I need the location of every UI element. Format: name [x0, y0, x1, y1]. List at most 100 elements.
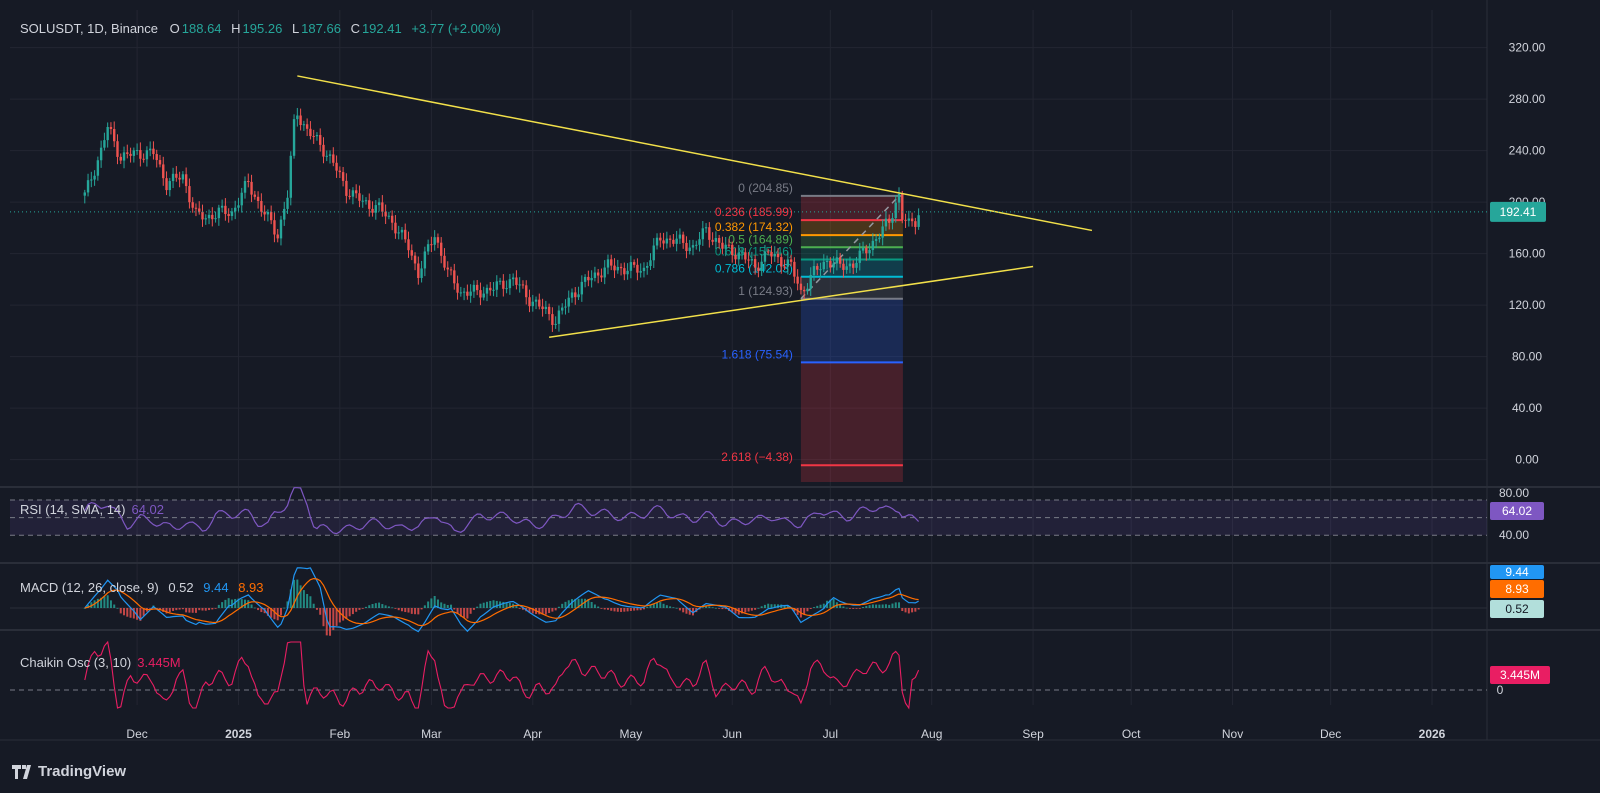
candle-body	[914, 221, 917, 227]
tradingview-logo-icon	[12, 764, 31, 779]
candle-body	[286, 197, 289, 209]
candle-body	[201, 211, 204, 220]
time-axis-label: Feb	[329, 727, 350, 741]
macd-line	[84, 567, 919, 633]
macd-histogram-bar	[208, 608, 211, 611]
time-axis-label: Aug	[921, 727, 942, 741]
tradingview-logo[interactable]: TradingView	[12, 763, 126, 780]
macd-line-badge-label: 9.44	[1505, 565, 1529, 579]
candle-body	[848, 263, 852, 267]
chaikin-name: Chaikin Osc (3, 10)	[20, 655, 132, 670]
macd-histogram-bar	[750, 608, 753, 611]
candle-body	[325, 155, 328, 157]
rsi-legend[interactable]: RSI (14, SMA, 14) 64.02	[20, 502, 164, 517]
candle-body	[171, 173, 175, 182]
macd-histogram-bar	[600, 608, 603, 609]
candle-body	[737, 252, 740, 260]
candle-body	[675, 238, 678, 244]
candle-body	[678, 234, 682, 239]
macd-histogram-bar	[391, 607, 394, 609]
candle-body	[168, 181, 171, 191]
candle-body	[498, 280, 502, 282]
candle-body	[659, 237, 662, 241]
macd-histogram-bar	[489, 600, 492, 608]
rsi-tick-label: 80.00	[1499, 486, 1529, 500]
macd-histogram-bar	[149, 608, 152, 609]
candle-body	[626, 270, 629, 275]
candle-body	[731, 244, 734, 256]
macd-histogram-bar	[188, 608, 191, 613]
candle-body	[492, 289, 495, 291]
last-price-badge-label: 192.41	[1500, 205, 1537, 219]
macd-histogram-bar	[293, 579, 296, 608]
macd-legend[interactable]: MACD (12, 26, close, 9) 0.52 9.44 8.93	[20, 580, 264, 595]
macd-histogram-bar	[620, 608, 623, 612]
macd-histogram-bar	[129, 608, 132, 618]
macd-histogram-bar	[270, 608, 273, 618]
macd-histogram-bar	[142, 608, 145, 616]
chaikin-line	[84, 640, 920, 710]
candle-body	[639, 271, 642, 273]
candle-body	[688, 247, 691, 251]
candle-body	[338, 170, 342, 173]
symbol-title[interactable]: SOLUSDT, 1D, Binance	[20, 21, 159, 36]
candle-body	[266, 211, 270, 215]
candle-body	[341, 172, 345, 181]
candle-body	[865, 247, 868, 254]
fib-level-label: 0 (204.85)	[738, 181, 793, 195]
macd-name: MACD (12, 26, close, 9)	[20, 580, 159, 595]
macd-histogram-bar	[459, 608, 462, 617]
candle-body	[410, 250, 413, 256]
macd-histogram-bar	[747, 608, 750, 612]
candle-body	[479, 290, 482, 298]
chaikin-legend[interactable]: Chaikin Osc (3, 10) 3.445M	[20, 655, 181, 670]
macd-histogram-bar	[639, 608, 642, 611]
macd-histogram-bar	[907, 608, 910, 614]
candle-body	[319, 135, 322, 145]
fib-level-label: 1.618 (75.54)	[722, 347, 793, 361]
price-axis-tick-label: 280.00	[1509, 92, 1546, 106]
macd-histogram-bar	[584, 598, 587, 608]
macd-histogram-bar	[168, 608, 171, 613]
macd-histogram-bar	[335, 608, 338, 626]
macd-histogram-bar	[247, 600, 250, 608]
candle-body	[135, 150, 139, 152]
candle-body	[178, 177, 181, 180]
candle-body	[554, 323, 557, 325]
macd-histogram-bar	[613, 608, 616, 612]
candle-body	[907, 218, 911, 221]
candle-body	[776, 253, 780, 258]
candle-body	[122, 152, 126, 161]
time-axis-label: Oct	[1122, 727, 1141, 741]
candle-body	[685, 242, 688, 251]
macd-hist-badge	[1490, 600, 1544, 618]
macd-histogram-bar	[178, 608, 181, 610]
macd-histogram-bar	[816, 605, 819, 608]
candle-body	[381, 202, 384, 212]
macd-histogram-bar	[688, 608, 691, 615]
macd-histogram-bar	[508, 602, 511, 608]
time-axis-label: Jun	[723, 727, 742, 741]
candle-body	[361, 200, 364, 202]
macd-histogram-bar	[217, 604, 220, 608]
macd-histogram-bar	[597, 606, 600, 608]
candle-body	[227, 214, 230, 216]
candle-body	[590, 277, 593, 281]
trendline-resistance	[297, 75, 1093, 232]
candle-body	[279, 219, 283, 239]
macd-histogram-bar	[515, 606, 518, 608]
macd-histogram-bar	[244, 599, 247, 608]
rsi-tick-label: 40.00	[1499, 528, 1529, 542]
macd-histogram-bar	[731, 608, 734, 613]
macd-histogram-bar	[96, 598, 99, 608]
macd-histogram-bar	[623, 608, 626, 612]
candle-body	[390, 215, 394, 223]
change-value: +3.77 (+2.00%)	[411, 21, 501, 36]
candle-body	[799, 283, 803, 290]
macd-histogram-bar	[796, 608, 799, 615]
macd-histogram-bar	[312, 603, 315, 608]
candle-body	[139, 150, 142, 159]
candle-body	[198, 208, 201, 212]
macd-histogram-bar	[407, 608, 410, 613]
